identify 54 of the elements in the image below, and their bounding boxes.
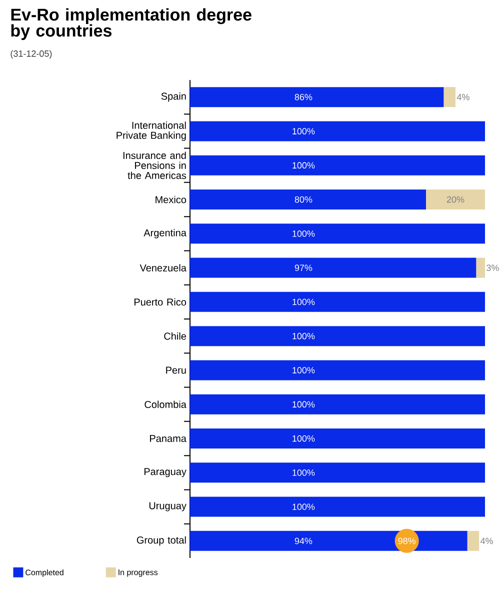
data-label: 4% — [456, 94, 470, 100]
bar — [426, 190, 485, 210]
y-tick-label: Spain — [161, 92, 186, 102]
bar — [190, 258, 476, 278]
y-tick-label: Chile — [164, 332, 186, 340]
text: (31-12-05) — [10, 50, 52, 59]
y-tick-label: Panama — [150, 435, 186, 442]
y-tick-label: Uruguay — [149, 502, 186, 512]
total-label: 98% — [398, 538, 416, 544]
data-label: 100% — [292, 401, 315, 408]
y-tick-label: Group total — [136, 536, 186, 546]
data-label: 100% — [292, 230, 315, 237]
bar — [476, 258, 485, 278]
data-label: 100% — [292, 128, 315, 134]
y-tick-label: International Private Banking — [116, 122, 186, 141]
bar — [190, 428, 485, 449]
y-tick-label: Puerto Rico — [134, 298, 186, 306]
data-label: 100% — [292, 469, 315, 476]
legend-label: Completed — [26, 569, 64, 577]
data-label: 100% — [292, 332, 315, 340]
chart-title: Ev-Ro implementation degree by countries — [11, 8, 252, 40]
y-tick-label: Insurance and Pensions in the Americas — [123, 152, 186, 180]
data-label: 86% — [294, 94, 312, 100]
bar — [190, 155, 485, 176]
bar — [190, 87, 444, 108]
data-label: 100% — [292, 162, 315, 169]
bar — [190, 326, 485, 346]
bar — [190, 121, 485, 142]
y-tick-label: Paraguay — [144, 468, 186, 478]
bar — [467, 530, 480, 551]
y-tick-label: Venezuela — [140, 264, 186, 272]
bar — [190, 394, 485, 414]
data-label: 100% — [292, 504, 315, 510]
data-label: 20% — [446, 196, 464, 203]
data-label: 100% — [292, 435, 315, 442]
bar — [190, 292, 485, 312]
bar — [190, 462, 485, 483]
bar — [444, 87, 456, 108]
bar — [190, 496, 485, 517]
y-tick-label: Colombia — [144, 400, 186, 408]
y-tick-label: Argentina — [144, 228, 186, 238]
y-tick-label: Mexico — [156, 196, 186, 204]
data-label: 97% — [294, 264, 312, 271]
bar — [190, 190, 426, 210]
data-label: 94% — [294, 538, 312, 544]
data-label: 100% — [292, 367, 315, 374]
y-tick-label: Peru — [166, 366, 186, 374]
data-label: 80% — [294, 196, 312, 203]
bar — [190, 360, 485, 380]
data-label: 3% — [486, 264, 499, 271]
legend-label: In progress — [118, 570, 158, 577]
bar — [190, 224, 485, 244]
data-label: 100% — [292, 298, 315, 306]
data-label: 4% — [480, 538, 493, 544]
